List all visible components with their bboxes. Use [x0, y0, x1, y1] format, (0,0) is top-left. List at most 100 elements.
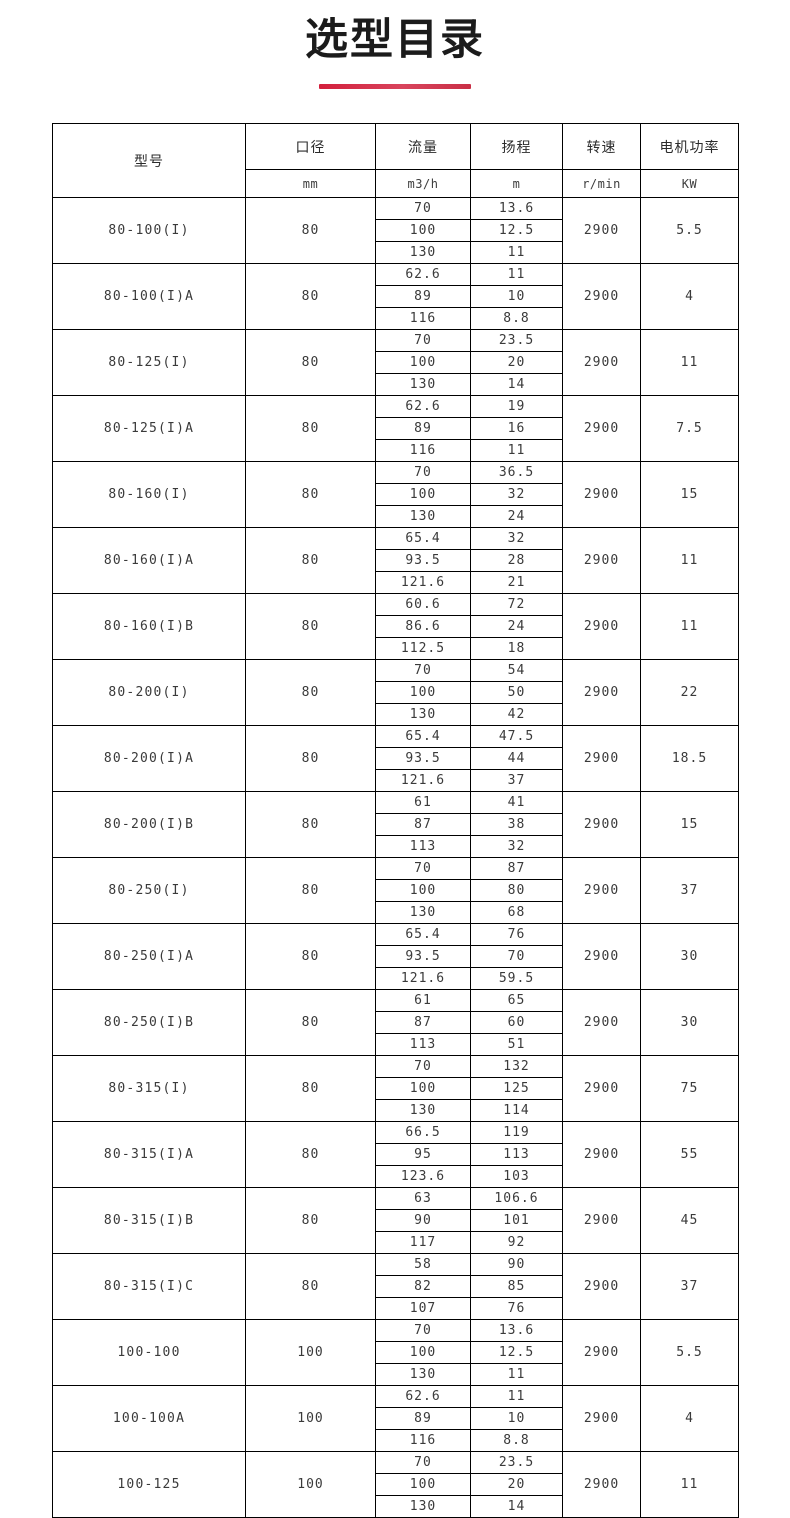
- head-subrow: 32: [471, 483, 562, 507]
- head-cell: 132 125 114: [470, 1055, 563, 1123]
- head-value: 119: [471, 1122, 562, 1145]
- head-value: 19: [471, 396, 562, 419]
- model-value: 80-250(I)A: [52, 923, 246, 991]
- flow-value: 70: [376, 660, 470, 683]
- speed-value: 2900: [562, 989, 641, 1057]
- flow-subrow: 107: [376, 1298, 470, 1320]
- model-value: 80-125(I)A: [52, 395, 246, 463]
- head-subrow: 87: [471, 858, 562, 881]
- head-subrow: 13.6: [471, 198, 562, 221]
- flow-subrow: 121.6: [376, 572, 470, 594]
- flow-cell: 61 87 113: [375, 791, 471, 859]
- flow-value: 70: [376, 462, 470, 485]
- speed-value: 2900: [562, 1319, 641, 1387]
- flow-value: 87: [376, 813, 470, 837]
- head-subrow: 90: [471, 1254, 562, 1277]
- speed-value: 2900: [562, 791, 641, 859]
- flow-substack: 70 100 130: [376, 198, 470, 263]
- power-value: 5.5: [640, 197, 739, 265]
- head-substack: 11 10 8.8: [471, 264, 562, 329]
- head-value: 21: [507, 575, 526, 591]
- head-subrow: 92: [471, 1232, 562, 1254]
- flow-cell: 61 87 113: [375, 989, 471, 1057]
- flow-value: 130: [409, 509, 437, 525]
- model-value: 80-160(I): [52, 461, 246, 529]
- head-subrow: 44: [471, 747, 562, 771]
- table-row: 80-200(I)A 80 65.4 93.5 121.6 47.5 44 37 2900 18.…: [52, 725, 739, 793]
- head-subrow: 13.6: [471, 1320, 562, 1343]
- flow-value: 100: [376, 219, 470, 243]
- flow-value: 66.5: [376, 1122, 470, 1145]
- model-value: 80-200(I)A: [52, 725, 246, 793]
- flow-value: 130: [409, 1499, 437, 1515]
- bore-value: 80: [245, 1121, 376, 1189]
- power-value: 18.5: [640, 725, 739, 793]
- power-value: 30: [640, 923, 739, 991]
- speed-value: 2900: [562, 395, 641, 463]
- flow-value: 65.4: [376, 726, 470, 749]
- power-value: 5.5: [640, 1319, 739, 1387]
- flow-value: 65.4: [376, 924, 470, 947]
- power-value: 7.5: [640, 395, 739, 463]
- flow-subrow: 116: [376, 1430, 470, 1452]
- flow-value: 116: [409, 443, 437, 459]
- flow-subrow: 87: [376, 813, 470, 837]
- head-subrow: 11: [471, 264, 562, 287]
- bore-value: 80: [245, 593, 376, 661]
- table-row: 80-315(I) 80 70 100 130 132 125 114 2900 75: [52, 1055, 739, 1123]
- flow-value: 100: [376, 681, 470, 705]
- flow-subrow: 89: [376, 1407, 470, 1431]
- flow-subrow: 130: [376, 1100, 470, 1122]
- bore-value: 80: [245, 461, 376, 529]
- bore-value: 80: [245, 395, 376, 463]
- speed-value: 2900: [562, 527, 641, 595]
- flow-subrow: 130: [376, 1364, 470, 1386]
- head-subrow: 11: [471, 440, 562, 462]
- flow-value: 89: [376, 417, 470, 441]
- power-value: 4: [640, 1385, 739, 1453]
- head-value: 38: [471, 813, 562, 837]
- flow-value: 70: [376, 1320, 470, 1343]
- flow-subrow: 89: [376, 285, 470, 309]
- flow-subrow: 130: [376, 704, 470, 726]
- flow-cell: 70 100 130: [375, 197, 471, 265]
- head-subrow: 20: [471, 1473, 562, 1497]
- flow-substack: 70 100 130: [376, 858, 470, 923]
- head-value: 113: [471, 1143, 562, 1167]
- flow-value: 62.6: [376, 396, 470, 419]
- flow-subrow: 61: [376, 792, 470, 815]
- head-subrow: 38: [471, 813, 562, 837]
- head-subrow: 12.5: [471, 1341, 562, 1365]
- flow-subrow: 86.6: [376, 615, 470, 639]
- head-value: 18: [507, 641, 526, 657]
- head-subrow: 24: [471, 615, 562, 639]
- power-value: 22: [640, 659, 739, 727]
- head-substack: 47.5 44 37: [471, 726, 562, 791]
- power-value: 55: [640, 1121, 739, 1189]
- head-value: 11: [507, 443, 526, 459]
- bore-value: 80: [245, 527, 376, 595]
- flow-subrow: 58: [376, 1254, 470, 1277]
- head-subrow: 50: [471, 681, 562, 705]
- head-value: 114: [503, 1103, 530, 1119]
- flow-value: 113: [409, 1037, 437, 1053]
- flow-cell: 70 100 130: [375, 329, 471, 397]
- flow-substack: 70 100 130: [376, 1320, 470, 1385]
- flow-value: 121.6: [400, 575, 446, 591]
- flow-subrow: 100: [376, 483, 470, 507]
- head-substack: 32 28 21: [471, 528, 562, 593]
- flow-value: 130: [409, 1103, 437, 1119]
- head-cell: 11 10 8.8: [470, 1385, 563, 1453]
- head-value: 72: [471, 594, 562, 617]
- head-value: 44: [471, 747, 562, 771]
- flow-value: 100: [376, 483, 470, 507]
- model-value: 80-100(I): [52, 197, 246, 265]
- speed-value: 2900: [562, 923, 641, 991]
- flow-subrow: 113: [376, 1034, 470, 1056]
- head-cell: 23.5 20 14: [470, 1451, 563, 1518]
- head-value: 12.5: [471, 1341, 562, 1365]
- table-row: 80-250(I) 80 70 100 130 87 80 68 2900 37: [52, 857, 739, 925]
- table-row: 100-125 100 70 100 130 23.5 20 14 2900 11: [52, 1451, 739, 1518]
- pump-selection-table: 型号 口径 流量 扬程 转速 电机功率 mm m3/h m r/min KW 8…: [52, 123, 739, 1518]
- head-substack: 106.6 101 92: [471, 1188, 562, 1253]
